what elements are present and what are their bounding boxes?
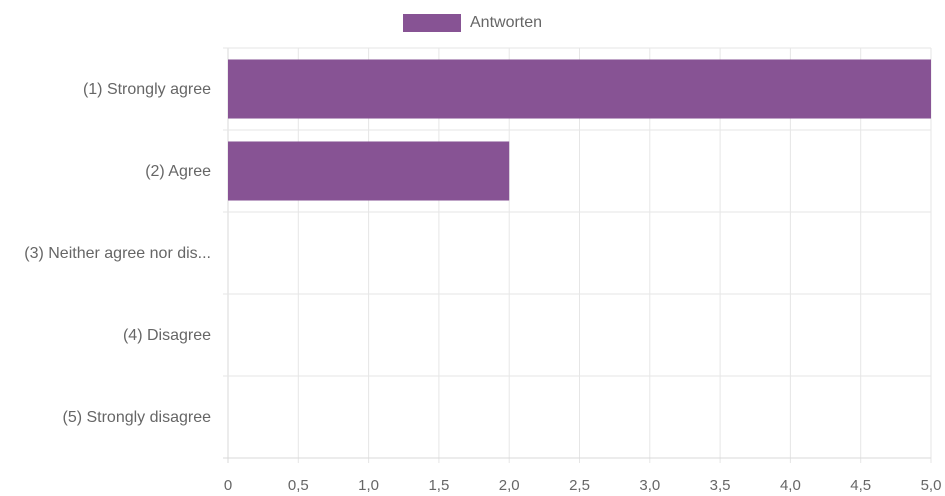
legend-label: Antworten xyxy=(470,14,543,31)
legend-swatch xyxy=(403,14,461,32)
x-tick-label: 0,5 xyxy=(288,477,309,494)
x-tick-label: 4,5 xyxy=(850,477,871,494)
x-tick-label: 2,0 xyxy=(499,477,520,494)
x-tick-label: 4,0 xyxy=(780,477,801,494)
x-tick-label: 0 xyxy=(224,477,232,494)
x-tick-label: 3,0 xyxy=(639,477,660,494)
bar xyxy=(228,141,510,201)
y-category-label: (4) Disagree xyxy=(123,327,211,344)
x-tick-label: 1,0 xyxy=(358,477,379,494)
y-category-label: (1) Strongly agree xyxy=(83,81,211,98)
bar xyxy=(228,59,931,119)
legend[interactable]: Antworten xyxy=(403,13,542,33)
x-tick-label: 5,0 xyxy=(921,477,942,494)
x-tick-label: 1,5 xyxy=(428,477,449,494)
y-category-label: (2) Agree xyxy=(145,163,211,180)
y-category-label: (3) Neither agree nor dis... xyxy=(24,245,211,262)
y-category-label: (5) Strongly disagree xyxy=(62,409,211,426)
x-tick-label: 2,5 xyxy=(569,477,590,494)
x-tick-label: 3,5 xyxy=(710,477,731,494)
